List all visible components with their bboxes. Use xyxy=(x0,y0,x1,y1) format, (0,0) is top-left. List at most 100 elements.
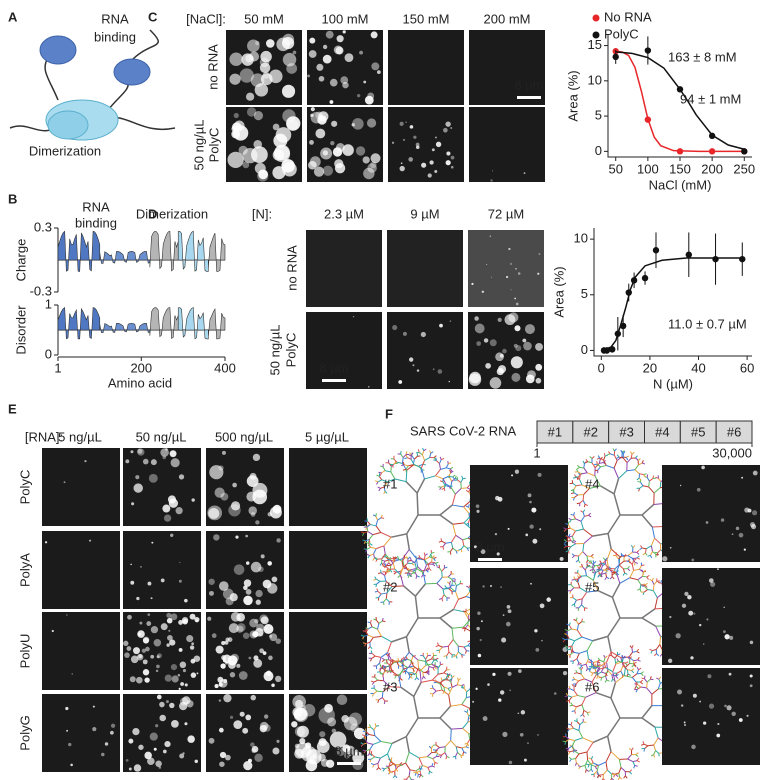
droplet xyxy=(475,323,485,333)
data-point xyxy=(709,133,715,139)
rna-branch xyxy=(572,711,575,712)
rna-branch xyxy=(571,722,572,725)
droplet xyxy=(332,729,336,733)
rna-branch xyxy=(465,651,466,654)
droplet xyxy=(337,35,344,42)
rna-branch xyxy=(448,577,452,579)
rna-branch xyxy=(572,646,573,650)
droplet xyxy=(469,373,481,385)
rna-branch xyxy=(382,658,385,660)
rna-branch xyxy=(571,519,575,520)
droplet xyxy=(293,51,297,55)
droplet xyxy=(403,139,405,141)
rna-branch xyxy=(457,480,460,483)
scale-label: 8 µm xyxy=(475,539,504,554)
rna-branch xyxy=(449,652,452,655)
rna-branch xyxy=(659,677,661,680)
droplet xyxy=(229,623,239,633)
rna-branch xyxy=(624,554,626,557)
droplet xyxy=(330,141,334,145)
column-label: 200 mM xyxy=(484,11,531,26)
droplet xyxy=(416,143,420,147)
rna-branch xyxy=(572,604,575,606)
droplet xyxy=(319,738,327,746)
rna-branch xyxy=(462,655,463,658)
rna-branch xyxy=(586,764,589,765)
data-point xyxy=(677,148,683,154)
rna-branch xyxy=(424,449,426,451)
droplet xyxy=(272,577,278,583)
droplet xyxy=(161,578,165,582)
rna-branch xyxy=(380,668,383,669)
rna-branch xyxy=(633,558,637,559)
droplet xyxy=(124,652,130,658)
droplet xyxy=(501,638,506,643)
rna-branch xyxy=(616,556,619,559)
rna-branch xyxy=(621,671,623,675)
rna-branch xyxy=(426,661,429,666)
rna-branch xyxy=(660,636,661,644)
droplet xyxy=(129,768,132,771)
rna-branch xyxy=(370,544,373,546)
droplet xyxy=(530,583,532,585)
annotation: 163 ± 8 mM xyxy=(668,49,737,64)
column-label: 50 mM xyxy=(244,11,284,26)
droplet xyxy=(225,638,229,642)
rna-branch xyxy=(641,674,643,676)
rna-branch xyxy=(608,636,611,652)
droplet xyxy=(184,722,187,725)
rna-branch xyxy=(597,765,598,771)
rna-branch xyxy=(652,581,654,585)
x-tick-label: 40 xyxy=(691,360,705,375)
droplet xyxy=(130,450,133,453)
droplet xyxy=(267,561,272,566)
droplet xyxy=(703,643,704,644)
rna-branch xyxy=(574,691,577,696)
rna-branch xyxy=(376,579,380,581)
rna-branch xyxy=(660,654,662,656)
rna-branch xyxy=(647,577,649,580)
droplet xyxy=(434,170,437,173)
droplet xyxy=(128,739,133,744)
rna-branch xyxy=(612,774,616,775)
droplet xyxy=(223,589,234,600)
rna-branch xyxy=(635,465,638,470)
droplet xyxy=(282,85,295,98)
micrograph xyxy=(42,694,120,772)
rna-branch xyxy=(580,714,583,716)
rna-branch xyxy=(458,596,466,599)
rna-branch xyxy=(637,558,640,559)
micrograph xyxy=(123,612,201,690)
rna-branch xyxy=(378,573,381,574)
rna-branch xyxy=(632,677,636,682)
droplet xyxy=(535,343,543,351)
legend-marker xyxy=(593,15,600,22)
droplet xyxy=(139,622,142,625)
rna-branch xyxy=(617,659,618,662)
rna-branch xyxy=(387,563,389,565)
rna-branch xyxy=(462,698,467,705)
rna-branch xyxy=(587,560,588,563)
rna-branch xyxy=(606,573,607,577)
rna-branch xyxy=(651,754,654,756)
droplet xyxy=(186,700,193,707)
droplet xyxy=(171,720,179,728)
rna-branch xyxy=(426,659,431,661)
rna-branch xyxy=(378,518,382,520)
rna-branch xyxy=(406,618,418,637)
rna-branch xyxy=(632,565,633,571)
rna-branch xyxy=(439,460,441,464)
rna-branch xyxy=(406,637,409,653)
droplet xyxy=(476,504,480,508)
rna-branch xyxy=(371,681,374,682)
rna-branch xyxy=(410,770,416,771)
droplet xyxy=(260,722,268,730)
rna-branch xyxy=(647,682,648,688)
rna-branch xyxy=(383,467,385,471)
rna-branch xyxy=(579,651,587,654)
rna-branch xyxy=(371,763,374,764)
droplet xyxy=(253,659,262,668)
profile xyxy=(208,309,225,339)
x-tick-label: 100 xyxy=(637,161,659,176)
droplet xyxy=(235,135,239,139)
